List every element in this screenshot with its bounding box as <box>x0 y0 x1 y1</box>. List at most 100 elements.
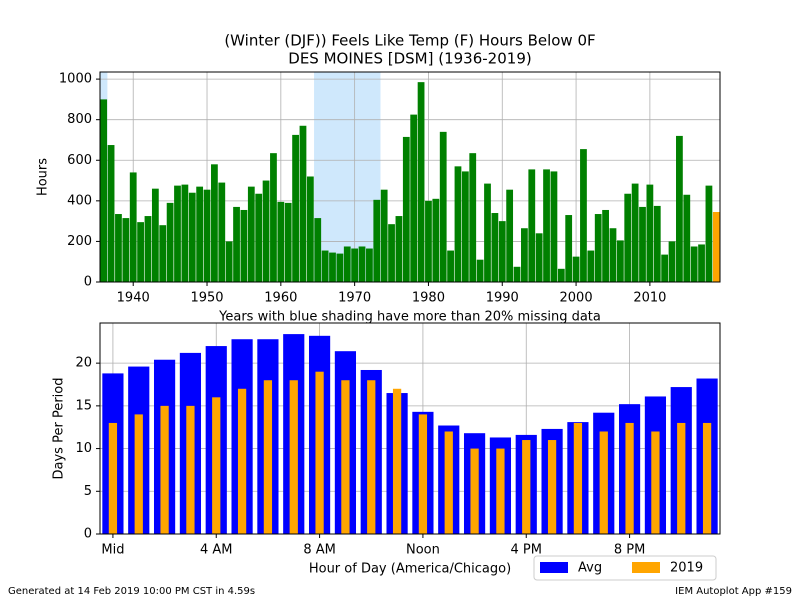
x-tick-label: 2000 <box>560 291 593 306</box>
bar <box>631 183 639 282</box>
x-tick-label: 8 PM <box>614 543 645 558</box>
bar <box>289 380 298 534</box>
bar <box>661 254 669 282</box>
bar <box>247 186 255 282</box>
y-tick-label: 5 <box>84 484 92 499</box>
bar <box>476 259 484 282</box>
y-tick-label: 0 <box>84 527 92 542</box>
footer-left: Generated at 14 Feb 2019 10:00 PM CST in… <box>8 586 255 597</box>
bar <box>203 189 211 282</box>
bar <box>366 248 373 282</box>
bar <box>506 189 514 282</box>
bar <box>392 388 402 534</box>
bar <box>211 164 218 282</box>
x-axis-label: Years with blue shading have more than 2… <box>218 310 601 325</box>
bar <box>491 213 499 282</box>
bar <box>543 169 550 282</box>
bar <box>314 218 322 282</box>
bar <box>705 185 713 282</box>
x-tick-label: 1950 <box>190 291 223 306</box>
bar <box>418 414 428 534</box>
bar <box>702 422 712 534</box>
bar <box>129 172 137 282</box>
bar <box>262 180 270 282</box>
bar <box>225 241 233 282</box>
bar <box>698 244 705 282</box>
x-tick-label: 4 PM <box>511 543 542 558</box>
x-tick-label: 1940 <box>117 291 150 306</box>
bar <box>425 200 432 282</box>
bar <box>498 221 506 282</box>
y-tick-label: 400 <box>67 193 92 208</box>
bar <box>417 82 425 282</box>
bar <box>336 253 344 282</box>
bar <box>108 422 118 534</box>
bar <box>572 256 580 282</box>
bar <box>299 125 307 282</box>
bar <box>602 209 609 282</box>
bar <box>315 371 324 534</box>
bar <box>292 134 299 282</box>
bar <box>166 202 174 282</box>
bar <box>550 171 558 282</box>
bar <box>639 206 646 282</box>
bar <box>186 405 195 534</box>
chart-title: (Winter (DJF)) Feels Like Temp (F) Hours… <box>224 32 595 50</box>
bar <box>528 169 536 282</box>
bar <box>535 233 543 282</box>
bar <box>461 171 469 282</box>
bar <box>388 224 395 282</box>
bar <box>668 241 676 282</box>
bar <box>609 228 617 282</box>
legend-swatch <box>540 562 568 573</box>
x-tick-label: 1990 <box>486 291 519 306</box>
bar <box>402 136 410 282</box>
bar <box>329 252 336 282</box>
bar <box>212 397 221 534</box>
legend-label: Avg <box>578 561 602 576</box>
bar <box>343 246 351 282</box>
bar <box>625 422 634 534</box>
x-tick-label: Noon <box>406 543 440 558</box>
y-axis-label: Days Per Period <box>52 378 67 480</box>
bar <box>351 248 359 282</box>
bar <box>174 185 181 282</box>
bar <box>240 209 248 282</box>
legend-swatch <box>632 562 660 573</box>
bar <box>447 250 454 282</box>
bar <box>646 184 654 282</box>
bar <box>444 431 453 534</box>
bar <box>306 176 314 282</box>
legend-box <box>533 555 717 581</box>
y-axis-label: Hours <box>36 158 51 196</box>
bar <box>432 198 440 282</box>
bar <box>263 380 273 534</box>
x-tick-label: 4 AM <box>200 543 233 558</box>
bar <box>496 448 505 534</box>
bar <box>237 388 247 534</box>
bar <box>137 222 144 282</box>
bar <box>676 135 683 282</box>
bar <box>565 215 573 282</box>
bar <box>522 440 531 534</box>
bar <box>380 189 388 282</box>
x-tick-label: 1980 <box>412 291 445 306</box>
bar <box>373 199 381 282</box>
x-tick-label: 1970 <box>338 291 371 306</box>
bar <box>233 206 240 282</box>
bar <box>270 153 277 282</box>
bar <box>484 183 491 282</box>
bar <box>677 422 686 534</box>
x-tick-label: Mid <box>101 543 124 558</box>
bar <box>410 114 418 282</box>
x-tick-label: 2010 <box>633 291 666 306</box>
bar <box>594 214 602 282</box>
bar <box>188 192 196 282</box>
bar <box>557 268 565 282</box>
bar <box>599 431 608 534</box>
bar <box>107 145 115 282</box>
bar <box>513 266 521 282</box>
y-tick-label: 0 <box>84 275 92 290</box>
x-axis-label: Hour of Day (America/Chicago) <box>309 562 511 577</box>
